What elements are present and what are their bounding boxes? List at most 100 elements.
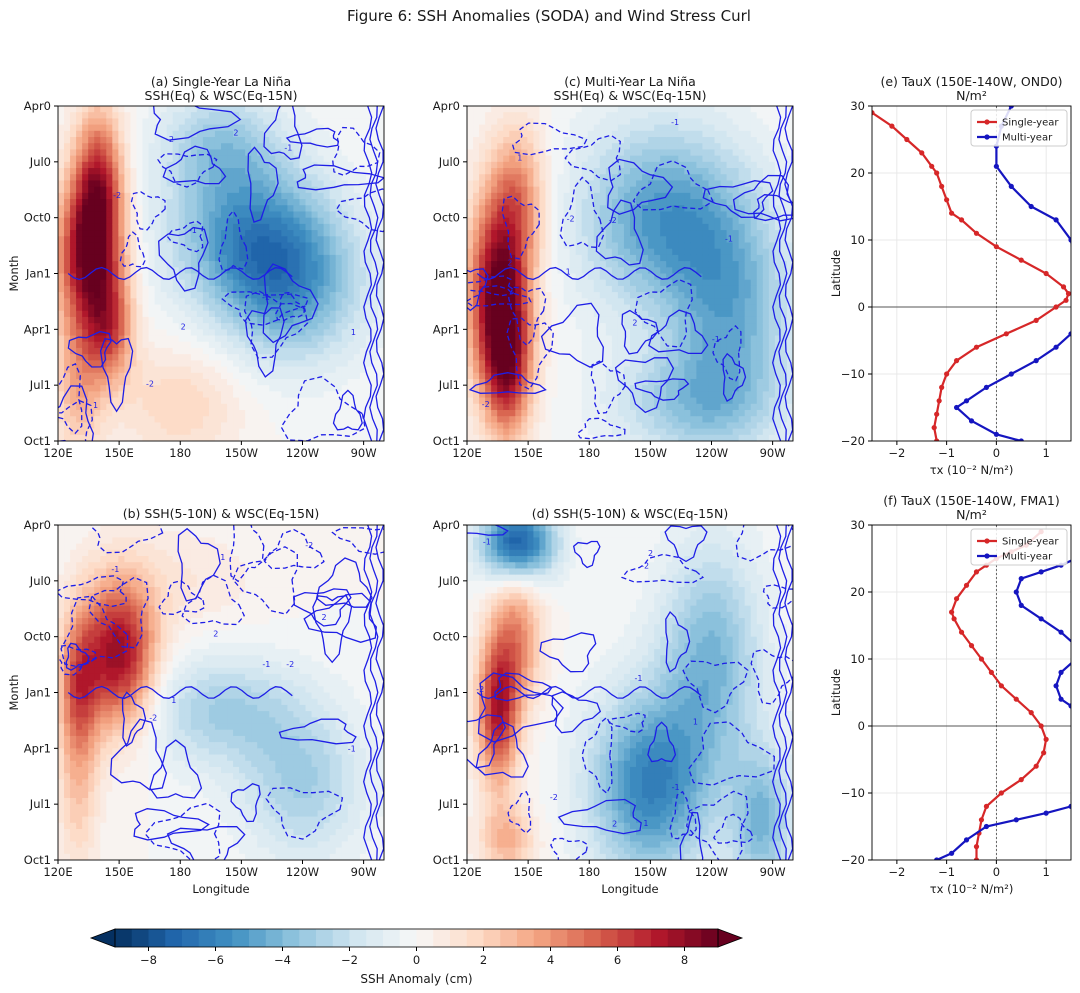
heatmap-cell [623,223,631,231]
heatmap-cell [497,347,504,355]
heatmap-cell [130,273,138,281]
heatmap-cell [166,391,174,399]
heatmap-cell [82,174,89,182]
heatmap-cell [317,143,325,151]
heatmap-cell [545,354,553,361]
heatmap-cell [341,360,349,368]
heatmap-cell [515,360,522,368]
heatmap-cell [473,168,480,175]
heatmap-cell [467,112,474,119]
heatmap-cell [293,329,301,337]
heatmap-cell [112,155,119,163]
heatmap-cell [118,261,126,268]
heatmap-cell [623,316,631,324]
heatmap-cell [251,199,258,206]
heatmap-cell [684,310,691,318]
heatmap-cell [263,273,270,281]
x-tick-label: 120E [43,446,72,460]
heatmap-cell [100,267,107,275]
heatmap-cell [660,137,667,144]
heatmap-cell [239,316,246,324]
heatmap-cell [593,434,601,441]
heatmap-cell [587,310,595,318]
heatmap-cell [299,223,307,231]
heatmap-cell [142,316,150,324]
heatmap-cell [166,143,174,151]
heatmap-cell [202,403,210,411]
heatmap-cell [575,211,583,219]
heatmap-cell [485,261,492,268]
heatmap-cell [636,397,643,405]
heatmap-cell [70,310,77,318]
heatmap-cell [136,161,144,169]
heatmap-cell [623,416,631,423]
heatmap-cell [485,434,492,441]
heatmap-cell [672,118,679,126]
heatmap-cell [359,161,367,169]
heatmap-cell [593,124,601,132]
heatmap-cell [263,112,270,119]
heatmap-cell [359,403,367,411]
heatmap-cell [654,149,661,157]
heatmap-cell [269,279,276,287]
heatmap-cell [593,217,601,225]
heatmap-cell [299,137,307,144]
heatmap-cell [569,416,577,423]
heatmap-cell [575,112,583,119]
heatmap-cell [569,366,577,374]
heatmap-cell [130,118,138,126]
heatmap-cell [130,236,138,244]
heatmap-cell [377,316,384,324]
heatmap-cell [347,378,355,386]
heatmap-cell [539,354,547,361]
heatmap-cell [311,130,319,138]
heatmap-cell [593,341,601,349]
heatmap-cell [311,378,319,386]
heatmap-cell [623,130,631,138]
heatmap-cell [112,112,119,119]
heatmap-cell [88,143,95,151]
heatmap-cell [329,347,337,355]
heatmap-cell [503,118,510,126]
heatmap-cell [287,205,295,213]
heatmap-cell [630,124,637,132]
heatmap-cell [593,416,601,423]
heatmap-cell [221,366,228,374]
heatmap-cell [106,242,113,250]
heatmap-cell [118,316,126,324]
heatmap-cell [94,161,101,169]
heatmap-cell [100,248,107,256]
heatmap-cell [106,434,113,441]
heatmap-cell [64,354,71,361]
heatmap-cell [311,143,319,151]
heatmap-cell [305,403,313,411]
heatmap-cell [227,329,234,337]
heatmap-cell [648,329,655,337]
heatmap-cell [317,230,325,237]
heatmap-cell [365,409,373,417]
heatmap-cell [485,236,492,244]
heatmap-cell [599,174,607,182]
heatmap-cell [166,403,174,411]
heatmap-cell [365,174,373,182]
heatmap-cell [70,124,77,132]
heatmap-cell [70,267,77,275]
heatmap-cell [533,155,541,163]
heatmap-cell [479,112,486,119]
heatmap-cell [287,310,295,318]
heatmap-cell [172,354,180,361]
heatmap-cell [365,143,373,151]
heatmap-cell [660,273,667,281]
heatmap-cell [599,168,607,175]
heatmap-cell [251,341,258,349]
heatmap-cell [521,199,528,206]
heatmap-cell [305,106,313,113]
heatmap-cell [64,273,71,281]
heatmap-cell [533,416,541,423]
heatmap-cell [142,279,150,287]
heatmap-cell [118,323,126,330]
heatmap-cell [293,180,301,188]
heatmap-cell [636,434,643,441]
heatmap-cell [654,428,661,436]
heatmap-cell [263,403,270,411]
